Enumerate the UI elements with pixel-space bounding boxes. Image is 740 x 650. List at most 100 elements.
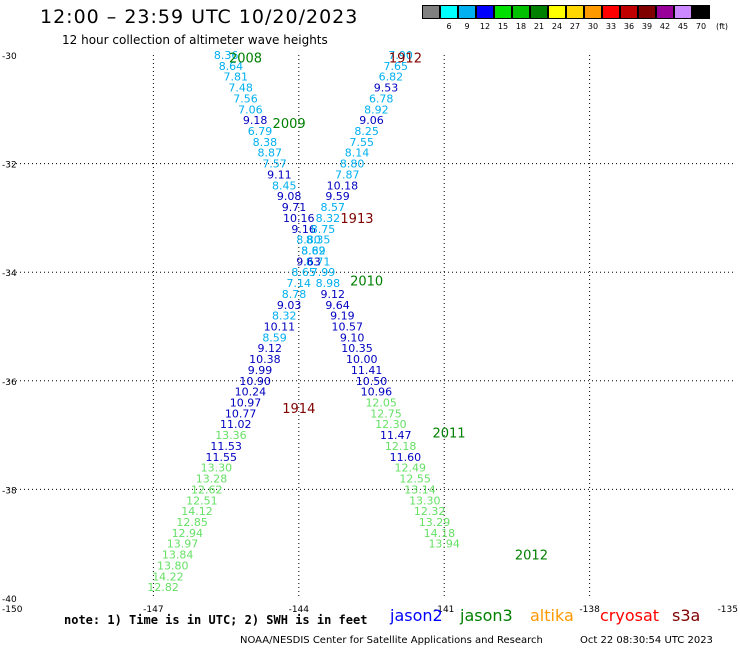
wave-height-reading: 8.45: [272, 179, 297, 192]
wave-height-reading: 13.14: [404, 483, 436, 496]
track-time-label: 1912: [389, 52, 422, 67]
wave-height-reading: 9.08: [277, 190, 302, 203]
wave-height-reading: 10.11: [264, 321, 296, 334]
note-text: note: 1) Time is in UTC; 2) SWH is in fe…: [64, 613, 368, 627]
wave-height-reading: 8.82: [301, 244, 326, 257]
wave-height-reading: 9.16: [291, 223, 316, 236]
wave-height-reading: 9.10: [340, 331, 365, 344]
wave-height-reading: 14.22: [152, 570, 184, 583]
wave-height-reading: 10.50: [356, 375, 388, 388]
wave-height-reading: 9.06: [359, 114, 384, 127]
wave-height-reading: 8.71: [306, 255, 331, 268]
wave-height-reading: 10.97: [230, 397, 262, 410]
wave-height-reading: 9.11: [267, 168, 292, 181]
colorbar-cell: [566, 5, 584, 19]
wave-height-reading: 12.18: [385, 440, 417, 453]
wave-height-reading: 8.98: [316, 277, 341, 290]
colorbar-cell: [656, 5, 674, 19]
wave-height-reading: 8.64: [219, 60, 244, 73]
colorbar-cell: [494, 5, 512, 19]
lon-tick-label: -135: [718, 605, 738, 615]
credit-text: NOAA/NESDIS Center for Satellite Applica…: [240, 635, 543, 646]
wave-height-reading: 9.19: [330, 310, 355, 323]
wave-height-reading: 10.38: [249, 353, 281, 366]
wave-height-reading: 9.99: [248, 364, 273, 377]
colorbar-cell: [530, 5, 548, 19]
track-time-label: 2010: [350, 274, 383, 289]
wave-height-reading: 6.79: [248, 125, 273, 138]
satellite-altika: altika: [530, 606, 574, 625]
colorbar-label: 45: [677, 22, 689, 31]
wave-height-reading: 10.90: [239, 375, 271, 388]
wave-height-reading: 13.29: [419, 516, 451, 529]
wave-height-reading: 10.16: [283, 212, 315, 225]
wave-height-reading: 7.48: [228, 82, 253, 95]
wave-height-reading: 8.69: [301, 244, 326, 257]
wave-height-reading: 8.38: [253, 136, 278, 149]
colorbar-label: 24: [551, 22, 563, 31]
lat-tick-label: -36: [2, 378, 17, 388]
satellite-jason3: jason3: [460, 606, 513, 625]
wave-height-reading: 13.30: [409, 494, 441, 507]
lon-tick-label: -150: [2, 605, 23, 615]
lon-tick-label: -141: [434, 605, 454, 615]
wave-height-reading: 7.56: [233, 92, 258, 105]
wave-height-reading: 8.80: [296, 234, 321, 247]
wave-height-reading: 12.30: [375, 418, 407, 431]
wave-height-reading: 9.18: [243, 114, 268, 127]
wave-height-reading: 10.18: [327, 179, 359, 192]
track-time-label: 2009: [273, 117, 306, 132]
wave-height-reading: 7.90: [388, 49, 413, 62]
satellite-jason2: jason2: [390, 606, 443, 625]
wave-height-reading: 7.65: [383, 60, 408, 73]
wave-height-reading: 10.96: [361, 386, 393, 399]
wave-height-reading: 12.82: [147, 581, 179, 594]
wave-height-reading: 10.35: [341, 342, 373, 355]
wave-height-reading: 11.55: [206, 451, 238, 464]
track-time-label: 2008: [229, 52, 262, 67]
wave-height-reading: 12.55: [399, 473, 431, 486]
wave-height-reading: 8.65: [291, 266, 316, 279]
satellite-s3a: s3a: [672, 606, 701, 625]
wave-height-reading: 7.55: [350, 136, 375, 149]
colorbar-label: 36: [623, 22, 635, 31]
wave-height-reading: 11.60: [390, 451, 422, 464]
wave-height-reading: 12.94: [172, 527, 204, 540]
colorbar-cell: [512, 5, 530, 19]
wave-height-reading: 8.36: [214, 49, 239, 62]
colorbar-cell: [548, 5, 566, 19]
wave-height-reading: 8.59: [262, 331, 287, 344]
lat-tick-label: -38: [2, 486, 17, 496]
wave-height-reading: 6.78: [369, 92, 394, 105]
page-title: 12:00 – 23:59 UTC 10/20/2023: [40, 6, 359, 28]
wave-height-reading: 9.63: [296, 255, 321, 268]
colorbar-cell: [476, 5, 494, 19]
colorbar-cell: [692, 5, 710, 19]
lat-tick-label: -30: [2, 52, 17, 62]
wave-height-reading: 13.30: [201, 462, 233, 475]
wave-height-reading: 11.47: [380, 429, 412, 442]
wave-height-reading: 7.06: [238, 103, 263, 116]
lat-tick-label: -40: [2, 595, 17, 605]
wave-height-reading: 8.35: [306, 234, 331, 247]
wave-height-reading: 9.64: [325, 299, 350, 312]
track-time-label: 1914: [282, 402, 315, 417]
wave-height-reading: 8.92: [364, 103, 389, 116]
wave-height-reading: 7.14: [287, 277, 312, 290]
track-time-label: 2011: [432, 426, 465, 441]
colorbar-cell: [440, 5, 458, 19]
colorbar-cell: [674, 5, 692, 19]
lat-tick-label: -34: [2, 269, 17, 279]
wave-height-reading: 13.97: [167, 538, 199, 551]
wave-height-reading: 12.51: [186, 494, 218, 507]
wave-height-reading: 12.32: [414, 505, 446, 518]
colorbar-cell: [602, 5, 620, 19]
wave-height-reading: 7.57: [262, 158, 287, 171]
lon-tick-label: -138: [579, 605, 600, 615]
wave-height-reading: 13.28: [196, 473, 228, 486]
wave-height-reading: 7.81: [224, 71, 249, 84]
wave-height-reading: 8.32: [316, 212, 341, 225]
wave-height-reading: 9.71: [282, 201, 307, 214]
wave-height-reading: 9.12: [320, 288, 345, 301]
